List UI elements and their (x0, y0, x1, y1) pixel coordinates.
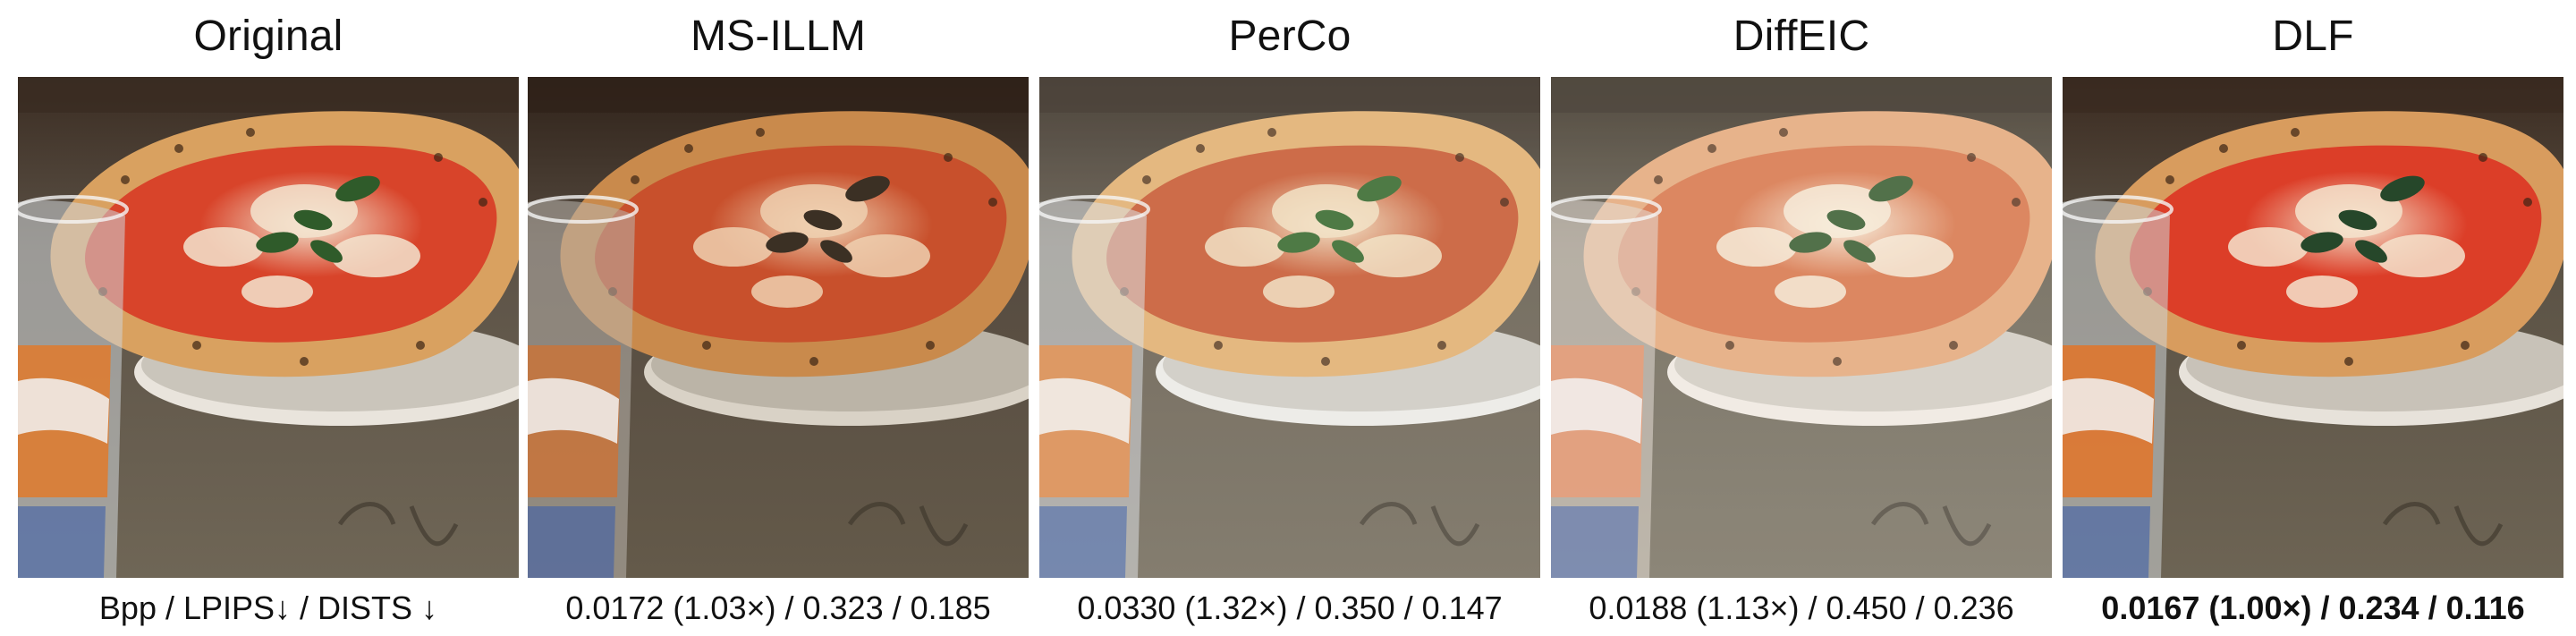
metrics-label: Bpp / LPIPS↓ / DISTS ↓ (98, 589, 438, 626)
pizza-photo-diffeic (1551, 77, 2052, 578)
metrics-label: 0.0167 (1.00×) / 0.234 / 0.116 (2101, 589, 2525, 626)
panel-title: DLF (2272, 13, 2354, 60)
pizza-photo-dlf (2063, 77, 2563, 578)
panel-title: DiffEIC (1733, 13, 1870, 60)
metrics-label: 0.0172 (1.03×) / 0.323 / 0.185 (565, 589, 991, 626)
panel-ms-illm: MS-ILLM 0.0172 (1.03×) / 0.323 / 0.185 (528, 0, 1029, 636)
metrics-label: 0.0330 (1.32×) / 0.350 / 0.147 (1077, 589, 1503, 626)
panel-original: Original Bpp / LPIPS↓ / DISTS ↓ (18, 0, 519, 636)
panel-title: PerCo (1228, 13, 1352, 60)
panel-title: MS-ILLM (690, 13, 867, 60)
panel-dlf: DLF 0.0167 (1.00×) / 0.234 / 0.116 (2063, 0, 2563, 636)
metrics-label: 0.0188 (1.13×) / 0.450 / 0.236 (1589, 589, 2014, 626)
pizza-photo-original (18, 77, 519, 578)
panel-perco: PerCo 0.0330 (1.32×) / 0.350 / 0.147 (1039, 0, 1540, 636)
panel-title: Original (193, 13, 343, 60)
pizza-photo-ms-illm (528, 77, 1029, 578)
pizza-photo-perco (1039, 77, 1540, 578)
panel-diffeic: DiffEIC 0.0188 (1.13×) / 0.450 / 0.236 (1551, 0, 2052, 636)
